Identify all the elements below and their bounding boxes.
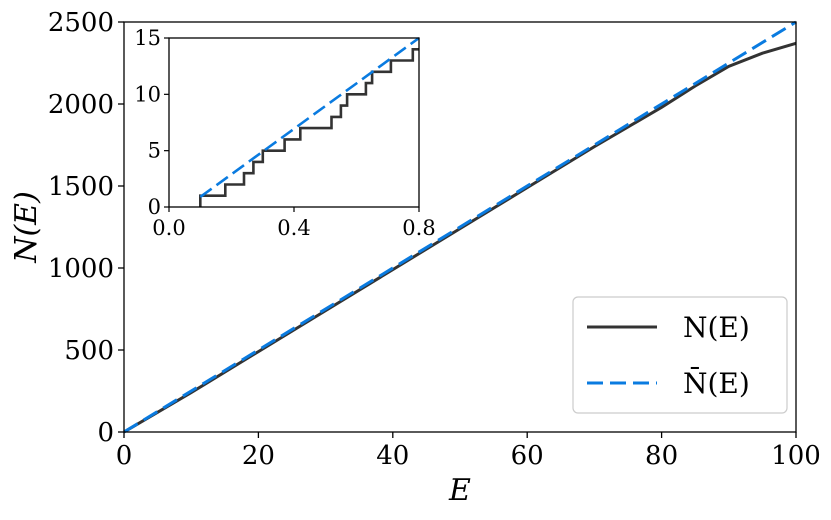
inset-x-tick-label-2: 0.8 <box>402 216 435 240</box>
inset-y-tick-label-0: 0 <box>148 195 161 219</box>
inset-background <box>169 38 419 207</box>
inset-series-layer <box>199 36 420 207</box>
main-y-tick-label-5: 2500 <box>48 8 114 38</box>
y-axis-title: N(E) <box>9 191 44 264</box>
legend-label-n: N(E) <box>683 311 750 344</box>
inset-axis-ticks: 0.0 0.4 0.8 0 5 10 15 <box>134 26 435 240</box>
main-x-tick-label-1: 20 <box>242 441 275 471</box>
x-axis-title: E <box>448 473 471 508</box>
inset-x-tick-label-1: 0.4 <box>277 216 310 240</box>
main-x-tick-label-0: 0 <box>116 441 133 471</box>
main-series-1 <box>123 20 797 434</box>
inset-y-tick-label-3: 15 <box>134 26 161 50</box>
legend: N(E) N̄(E) <box>572 296 788 414</box>
main-y-tick-label-4: 2000 <box>48 90 114 120</box>
inset-y-tick-label-2: 10 <box>134 82 161 106</box>
legend-label-nbar: N̄(E) <box>683 366 750 400</box>
main-y-tick-label-3: 1500 <box>48 172 114 202</box>
main-plot-frame <box>123 21 797 433</box>
inset-series-1 <box>199 36 420 198</box>
main-y-tick-label-2: 1000 <box>48 254 114 284</box>
main-y-tick-label-1: 500 <box>64 336 114 366</box>
inset-series-0 <box>199 48 419 207</box>
main-y-tick-label-0: 0 <box>97 418 114 448</box>
inset-plot: 0.0 0.4 0.8 0 5 10 15 <box>134 26 435 240</box>
inset-x-tick-label-0: 0.0 <box>152 216 185 240</box>
main-x-tick-label-4: 80 <box>645 441 678 471</box>
main-x-tick-label-3: 60 <box>511 441 544 471</box>
main-series-layer <box>123 20 797 434</box>
main-x-tick-label-2: 40 <box>376 441 409 471</box>
inset-y-tick-label-1: 5 <box>148 139 161 163</box>
legend-box <box>572 296 788 414</box>
main-x-tick-label-5: 100 <box>771 441 821 471</box>
